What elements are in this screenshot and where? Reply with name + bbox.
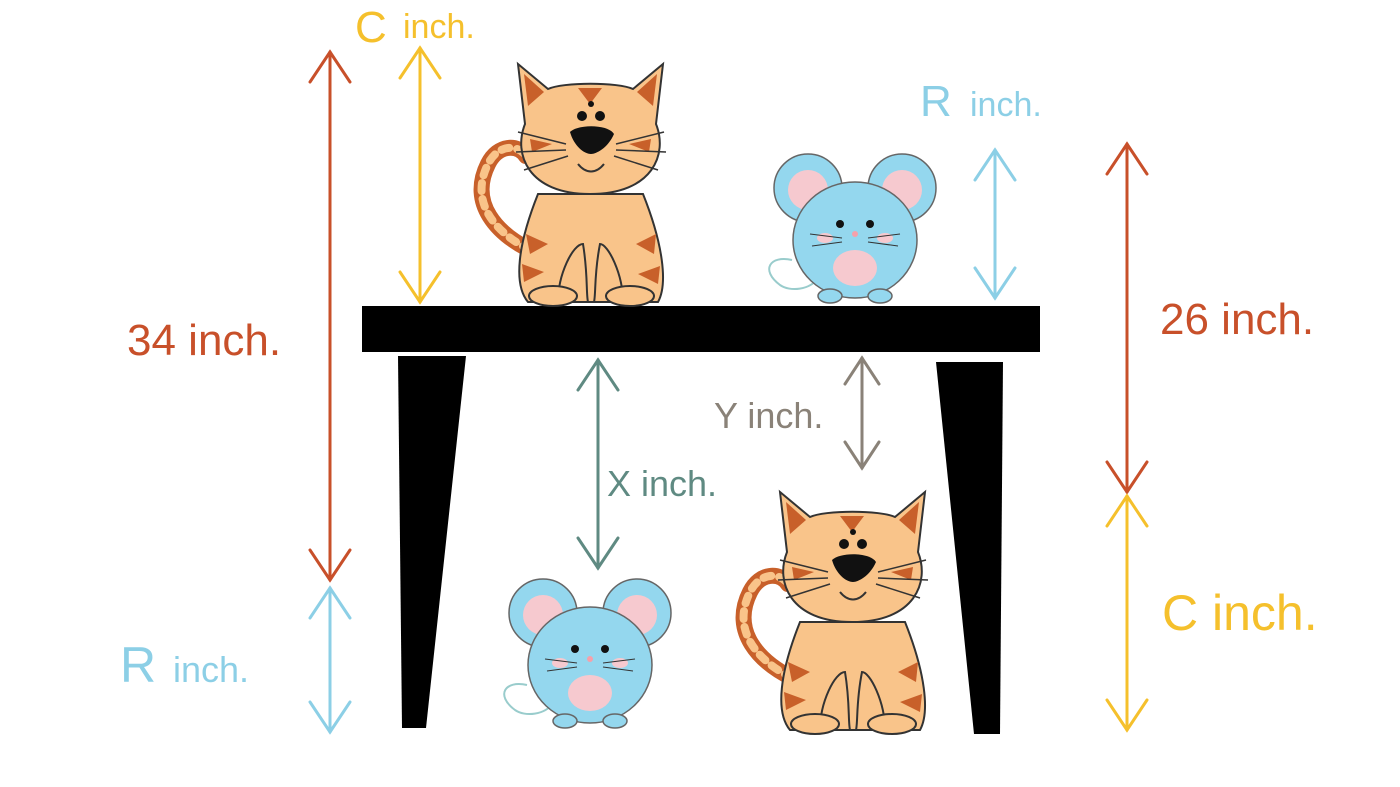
r-top-arrow [973,147,1017,301]
r-top-unit: inch. [970,86,1042,124]
c-top-arrow [398,45,442,305]
mouse-on-table [768,153,937,304]
cat-under-table [744,492,928,734]
r-bottom-letter: R [120,637,156,693]
height-26-arrow [1105,141,1149,495]
table-illustration [362,306,1040,734]
y-gap-label: Y inch. [714,395,823,436]
height-34-arrow [308,49,352,583]
c-bottom-arrow [1105,493,1149,733]
y-gap-arrow [843,355,881,471]
r-top-letter: R [920,77,952,126]
c-top-unit: inch. [403,8,475,46]
height-34-label: 34 inch. [127,316,281,365]
r-bottom-arrow [308,585,352,735]
cat-on-table [482,64,666,306]
r-bottom-unit: inch. [173,649,249,690]
c-bottom-label: C inch. [1162,585,1318,641]
x-gap-arrow [576,357,620,571]
c-top-letter: C [355,3,387,52]
x-gap-label: X inch. [607,463,717,504]
height-26-label: 26 inch. [1160,295,1314,344]
mouse-under-table [503,578,672,729]
